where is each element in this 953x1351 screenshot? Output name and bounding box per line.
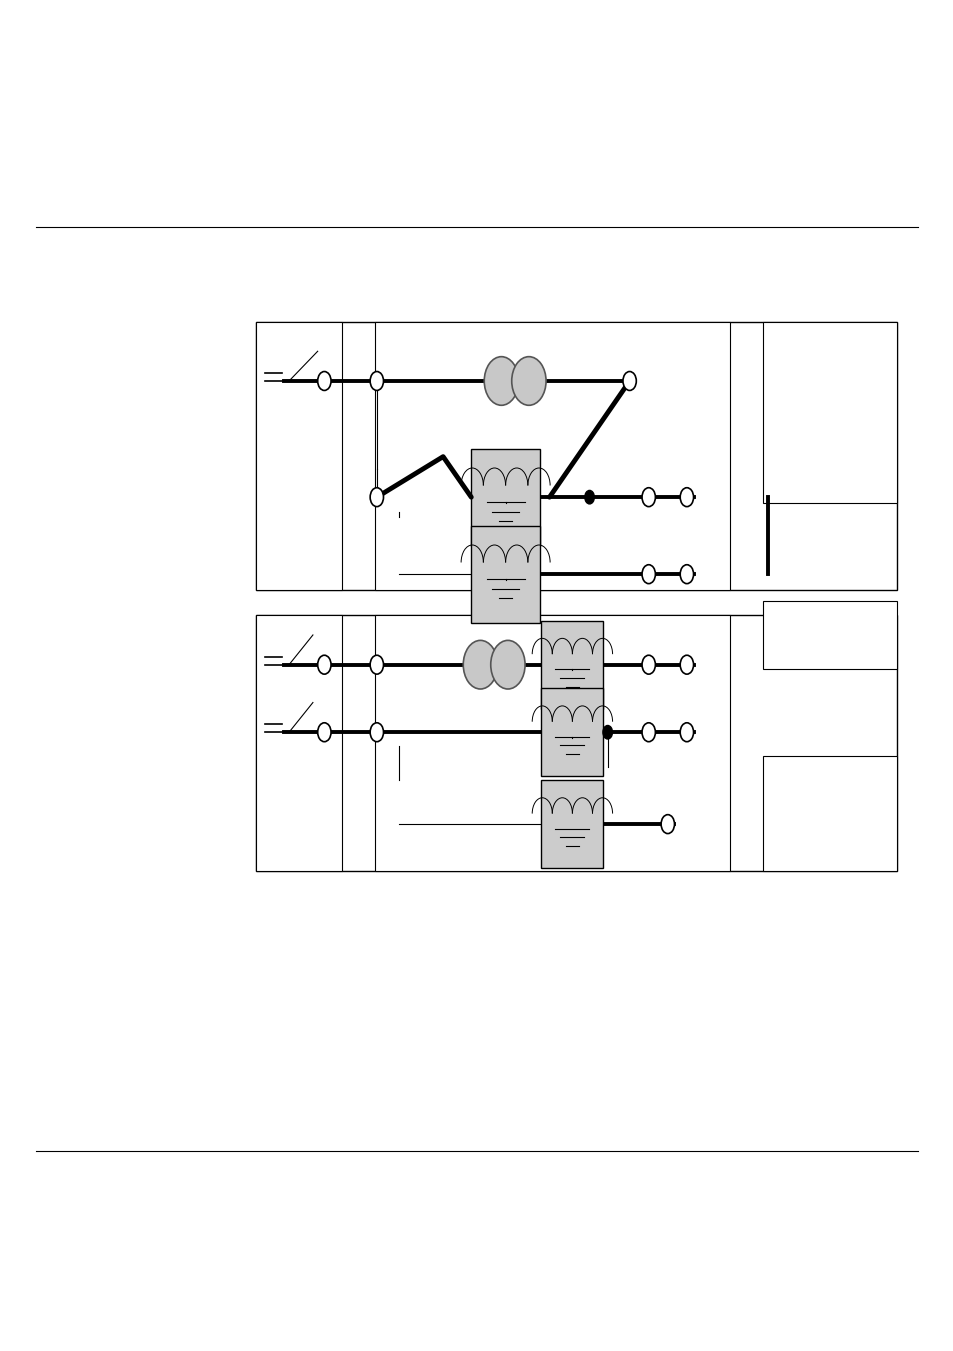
Circle shape (317, 723, 331, 742)
Circle shape (584, 490, 594, 504)
Bar (255, 615, 341, 871)
Bar (541, 780, 602, 867)
Circle shape (490, 640, 524, 689)
Circle shape (463, 640, 497, 689)
Circle shape (679, 655, 693, 674)
Bar (255, 322, 896, 590)
Bar (471, 449, 539, 546)
Bar (255, 322, 341, 590)
Bar (471, 526, 539, 623)
Circle shape (602, 725, 612, 739)
Bar (762, 601, 896, 669)
Circle shape (317, 655, 331, 674)
Circle shape (622, 372, 636, 390)
Circle shape (679, 565, 693, 584)
Circle shape (679, 723, 693, 742)
Circle shape (641, 565, 655, 584)
Bar (375, 322, 729, 590)
Circle shape (641, 723, 655, 742)
Circle shape (679, 488, 693, 507)
Circle shape (317, 372, 331, 390)
Circle shape (370, 655, 383, 674)
Bar (762, 757, 896, 871)
Circle shape (641, 488, 655, 507)
Bar (255, 615, 896, 871)
Bar (762, 322, 896, 503)
Circle shape (660, 815, 674, 834)
Circle shape (511, 357, 545, 405)
Circle shape (641, 655, 655, 674)
Bar (541, 688, 602, 775)
Circle shape (370, 372, 383, 390)
Bar (375, 615, 729, 871)
Circle shape (370, 488, 383, 507)
Bar (541, 621, 602, 708)
Circle shape (484, 357, 518, 405)
Circle shape (370, 723, 383, 742)
